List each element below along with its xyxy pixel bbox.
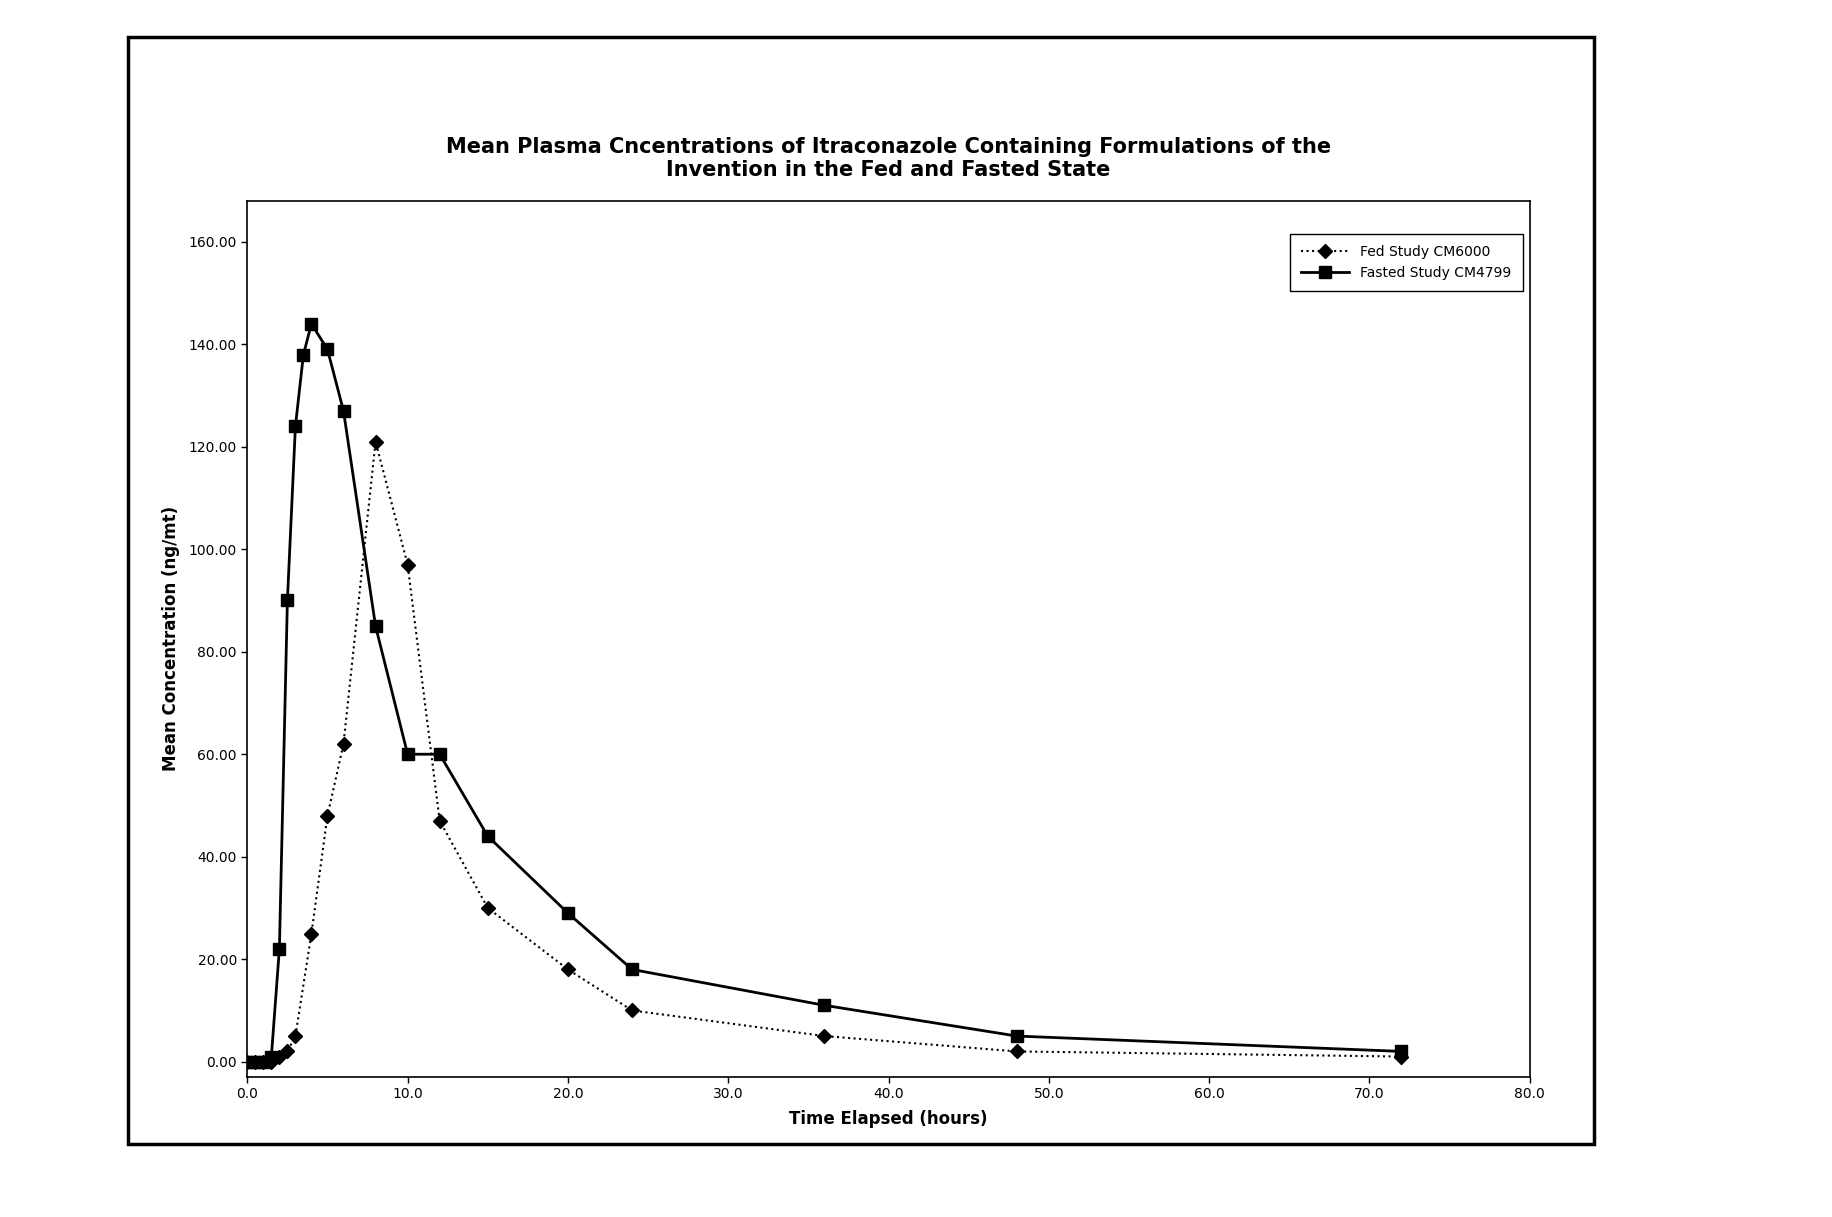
Fasted Study CM4799 bbox=[813, 998, 835, 1013]
Fasted Study CM4799 bbox=[284, 419, 306, 433]
Fasted Study CM4799 bbox=[267, 942, 289, 957]
Fasted Study CM4799 bbox=[236, 1054, 258, 1069]
Fed Study CM6000 bbox=[429, 813, 451, 828]
Fed Study CM6000 bbox=[244, 1054, 266, 1069]
Fasted Study CM4799 bbox=[365, 618, 387, 633]
Fed Study CM6000 bbox=[813, 1028, 835, 1043]
Line: Fasted Study CM4799: Fasted Study CM4799 bbox=[242, 318, 1407, 1067]
Title: Mean Plasma Cncentrations of Itraconazole Containing Formulations of the
Inventi: Mean Plasma Cncentrations of Itraconazol… bbox=[445, 136, 1332, 180]
Fed Study CM6000 bbox=[365, 434, 387, 449]
Fed Study CM6000 bbox=[557, 963, 579, 977]
Fasted Study CM4799 bbox=[333, 404, 355, 419]
Fed Study CM6000 bbox=[333, 736, 355, 751]
Fed Study CM6000 bbox=[621, 1003, 643, 1017]
Fed Study CM6000 bbox=[236, 1054, 258, 1069]
Fasted Study CM4799 bbox=[260, 1049, 282, 1064]
Y-axis label: Mean Concentration (ng/mt): Mean Concentration (ng/mt) bbox=[163, 506, 180, 772]
Fasted Study CM4799 bbox=[476, 829, 498, 843]
Fasted Study CM4799 bbox=[557, 905, 579, 920]
Fed Study CM6000 bbox=[253, 1054, 275, 1069]
Fasted Study CM4799 bbox=[1006, 1028, 1028, 1043]
Fed Study CM6000 bbox=[284, 1028, 306, 1043]
Fasted Study CM4799 bbox=[277, 593, 299, 607]
Fed Study CM6000 bbox=[1390, 1049, 1412, 1064]
Fed Study CM6000 bbox=[267, 1049, 289, 1064]
Fed Study CM6000 bbox=[396, 557, 418, 572]
Fasted Study CM4799 bbox=[429, 747, 451, 762]
Fasted Study CM4799 bbox=[244, 1054, 266, 1069]
Fed Study CM6000 bbox=[260, 1054, 282, 1069]
Fed Study CM6000 bbox=[277, 1044, 299, 1059]
Line: Fed Study CM6000: Fed Study CM6000 bbox=[242, 437, 1407, 1066]
Fasted Study CM4799 bbox=[293, 347, 315, 361]
Fasted Study CM4799 bbox=[317, 342, 339, 357]
Fasted Study CM4799 bbox=[253, 1054, 275, 1069]
Legend: Fed Study CM6000, Fasted Study CM4799: Fed Study CM6000, Fasted Study CM4799 bbox=[1290, 234, 1522, 291]
Fasted Study CM4799 bbox=[396, 747, 418, 762]
Fed Study CM6000 bbox=[476, 901, 498, 915]
Fasted Study CM4799 bbox=[621, 963, 643, 977]
Fed Study CM6000 bbox=[1006, 1044, 1028, 1059]
Fasted Study CM4799 bbox=[300, 316, 322, 331]
Fed Study CM6000 bbox=[300, 926, 322, 941]
Fed Study CM6000 bbox=[317, 808, 339, 823]
X-axis label: Time Elapsed (hours): Time Elapsed (hours) bbox=[790, 1110, 987, 1128]
Fasted Study CM4799 bbox=[1390, 1044, 1412, 1059]
